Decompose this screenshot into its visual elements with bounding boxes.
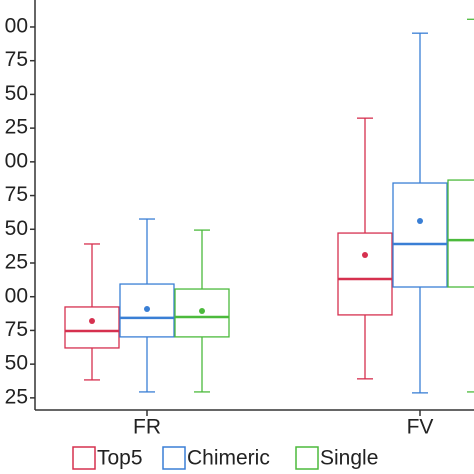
legend-swatch — [162, 446, 186, 470]
box — [392, 182, 448, 288]
mean — [144, 305, 150, 312]
y-tick-label: 00 — [5, 15, 28, 38]
y-tick-label: 25 — [5, 385, 28, 408]
y-tick-label: 50 — [5, 217, 28, 240]
y-tick-label: 50 — [5, 82, 28, 105]
y-tick-label: 00 — [5, 149, 28, 172]
y-tick-label: 50 — [5, 352, 28, 375]
x-tick-label: FR — [133, 416, 161, 439]
mean — [362, 252, 368, 259]
legend-swatch — [295, 446, 319, 470]
box — [447, 179, 474, 288]
y-tick-label: 75 — [5, 48, 28, 71]
box — [64, 306, 120, 349]
mean — [89, 317, 95, 324]
y-tick-label: 00 — [5, 284, 28, 307]
y-tick-label: 75 — [5, 183, 28, 206]
box — [119, 283, 175, 338]
box — [337, 232, 393, 316]
mean — [199, 308, 205, 315]
legend-label: Single — [320, 447, 378, 470]
y-tick-label: 25 — [5, 116, 28, 139]
legend-label: Chimeric — [187, 447, 270, 470]
mean — [417, 218, 423, 225]
legend-swatch — [72, 446, 96, 470]
legend-label: Top5 — [97, 447, 143, 470]
y-tick-label: 25 — [5, 251, 28, 274]
box — [174, 288, 230, 338]
y-tick-label: 75 — [5, 318, 28, 341]
x-tick-label: FV — [407, 416, 434, 439]
